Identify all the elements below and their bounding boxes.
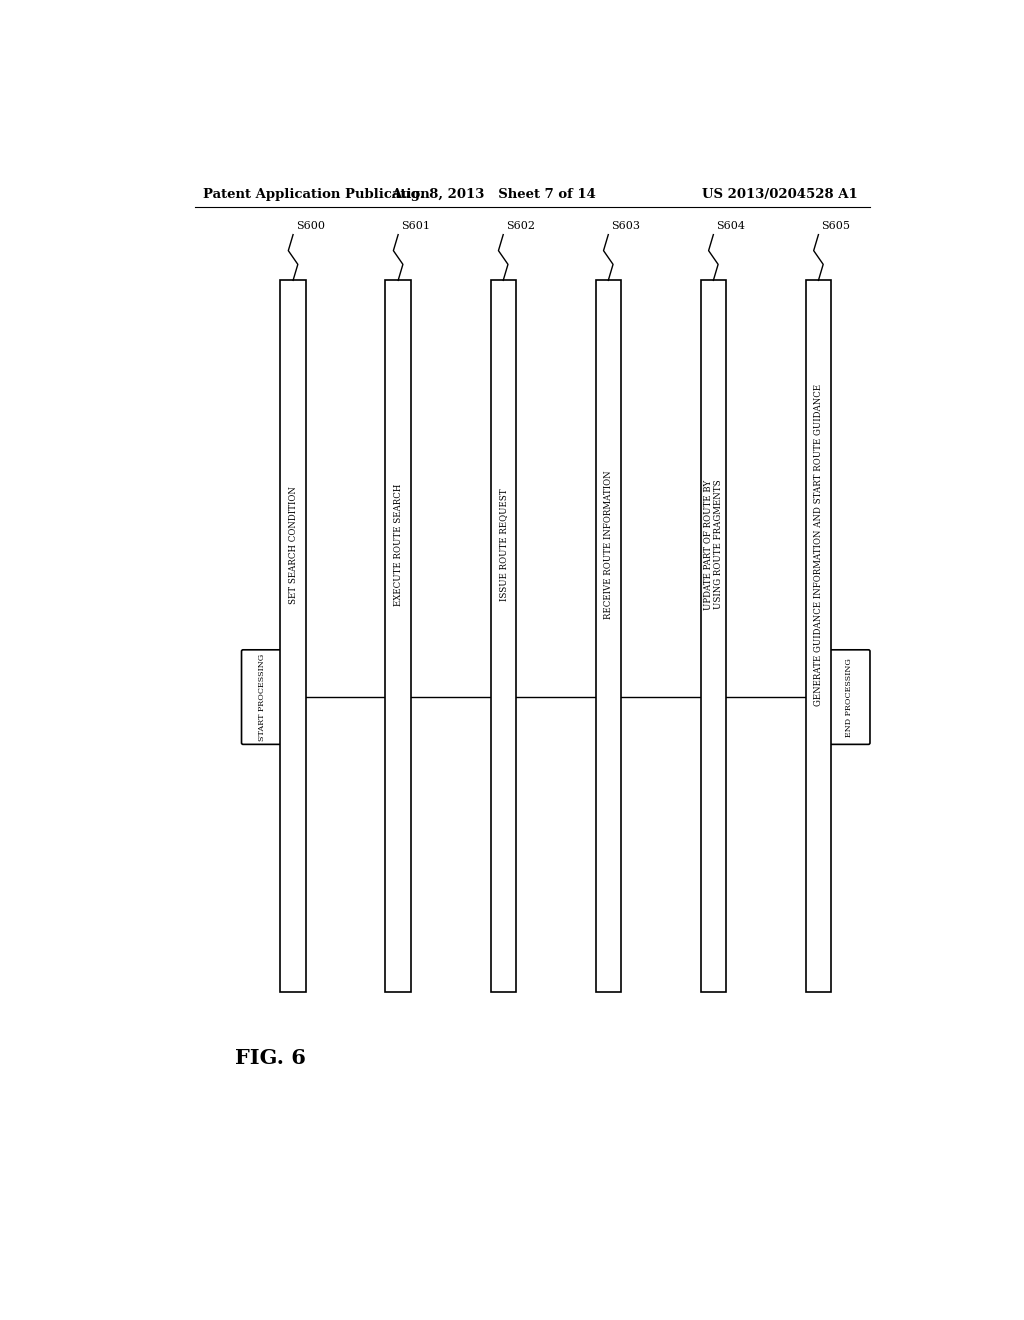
Bar (385, 280, 411, 991)
Bar (281, 280, 306, 991)
Text: FIG. 6: FIG. 6 (236, 1048, 306, 1068)
Text: S600: S600 (296, 220, 326, 231)
Text: ISSUE ROUTE REQUEST: ISSUE ROUTE REQUEST (499, 488, 508, 601)
Text: START PROCESSING: START PROCESSING (258, 653, 266, 741)
Bar (806, 280, 831, 991)
Text: S604: S604 (717, 220, 745, 231)
Text: US 2013/0204528 A1: US 2013/0204528 A1 (702, 189, 858, 202)
Text: Aug. 8, 2013   Sheet 7 of 14: Aug. 8, 2013 Sheet 7 of 14 (390, 189, 596, 202)
Text: SET SEARCH CONDITION: SET SEARCH CONDITION (289, 486, 298, 603)
Text: S603: S603 (611, 220, 640, 231)
Text: GENERATE GUIDANCE INFORMATION AND START ROUTE GUIDANCE: GENERATE GUIDANCE INFORMATION AND START … (814, 384, 823, 706)
FancyBboxPatch shape (828, 649, 870, 744)
Bar (596, 280, 621, 991)
Text: S602: S602 (507, 220, 536, 231)
Bar (490, 280, 516, 991)
Text: S605: S605 (821, 220, 851, 231)
Text: EXECUTE ROUTE SEARCH: EXECUTE ROUTE SEARCH (393, 483, 402, 606)
Bar (700, 280, 726, 991)
Text: UPDATE PART OF ROUTE BY
USING ROUTE FRAGMENTS: UPDATE PART OF ROUTE BY USING ROUTE FRAG… (703, 479, 723, 610)
FancyBboxPatch shape (242, 649, 283, 744)
Text: S601: S601 (401, 220, 430, 231)
Text: Patent Application Publication: Patent Application Publication (204, 189, 430, 202)
Text: RECEIVE ROUTE INFORMATION: RECEIVE ROUTE INFORMATION (604, 470, 612, 619)
Text: END PROCESSING: END PROCESSING (846, 657, 853, 737)
